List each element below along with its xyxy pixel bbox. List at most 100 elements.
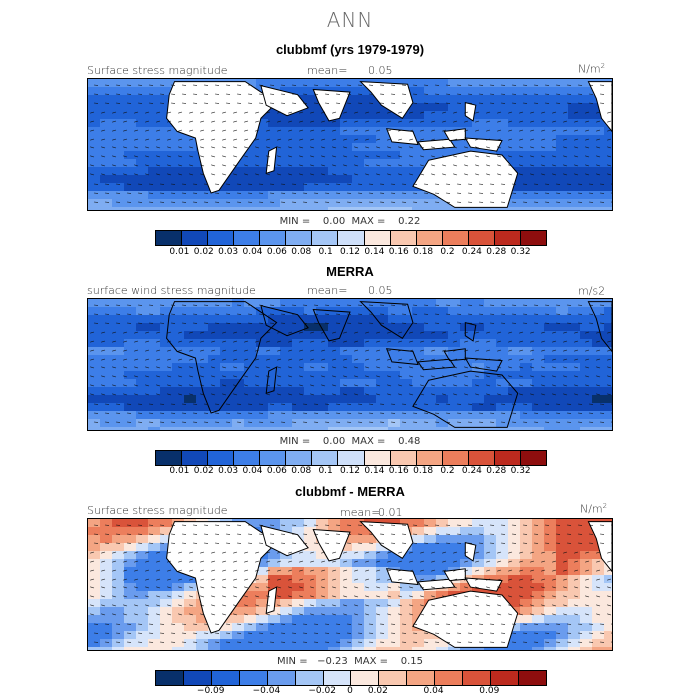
panel-2-stats: MIN = 0.00 MAX = 0.48	[279, 436, 421, 447]
panel-2-map	[87, 298, 613, 431]
colorbar-tick-label: 0.06	[266, 466, 287, 476]
colorbar-swatch	[379, 671, 408, 685]
colorbar-tick-label: 0.12	[339, 466, 361, 476]
colorbar-swatch	[390, 231, 417, 245]
colorbar-tick-label: 0.16	[388, 466, 409, 476]
colorbar-swatch	[416, 231, 443, 245]
panel-1-mean-value: 0.05	[368, 64, 393, 77]
colorbar-swatch	[312, 451, 339, 465]
panel-1-mean-label: mean=	[307, 64, 348, 77]
colorbar-swatch	[234, 231, 261, 245]
colorbar-swatch	[260, 231, 287, 245]
colorbar-tick-label: 0.01	[169, 247, 190, 257]
colorbar-swatch	[494, 231, 521, 245]
colorbar-tick-label: 0.04	[423, 686, 444, 696]
colorbar-swatch	[518, 671, 546, 685]
colorbar-swatch	[208, 231, 235, 245]
colorbar-swatch	[468, 451, 495, 465]
colorbar-swatch	[338, 231, 365, 245]
colorbar-swatch	[208, 451, 235, 465]
colorbar-tick-label: 0.32	[510, 247, 531, 257]
colorbar-tick-label: −0.09	[196, 686, 225, 696]
panel-2-units: m/s2	[578, 284, 606, 298]
colorbar-swatch	[407, 671, 436, 685]
panel-2-colorbar	[155, 450, 547, 466]
colorbar-swatch	[390, 451, 417, 465]
panel-3-map	[87, 518, 613, 651]
colorbar-swatch	[312, 231, 339, 245]
colorbar-swatch	[156, 231, 183, 245]
colorbar-tick-label: 0.14	[364, 466, 385, 476]
colorbar-swatch	[211, 671, 240, 685]
colorbar-tick-label: 0.18	[413, 247, 434, 257]
colorbar-swatch	[520, 451, 546, 465]
colorbar-tick-label: 0.2	[440, 466, 455, 476]
colorbar-tick-label: 0.1	[318, 247, 333, 257]
colorbar-tick-label: −0.04	[252, 686, 281, 696]
colorbar-swatch	[286, 451, 313, 465]
colorbar-tick-label: 0.2	[440, 247, 455, 257]
panel-2-colorbar-ticks: 0.01 0.02 0.03 0.04 0.06 0.08 0.1 0.12 0.14 0.16 0…	[155, 466, 545, 478]
panel-1-units: N/m2	[578, 62, 606, 76]
panel-3-mean-label: mean=	[340, 506, 381, 519]
colorbar-swatch	[468, 231, 495, 245]
colorbar-tick-label: 0.32	[510, 466, 531, 476]
colorbar-swatch	[182, 231, 209, 245]
colorbar-tick-label: 0	[347, 686, 353, 696]
panel-2-field-label: surface wind stress magnitude	[87, 284, 256, 297]
colorbar-swatch	[442, 231, 469, 245]
panel-1-title: clubbmf (yrs 1979-1979)	[275, 42, 425, 57]
colorbar-tick-label: 0.02	[193, 247, 214, 257]
colorbar-swatch	[239, 671, 268, 685]
panel-1-colorbar-ticks: 0.01 0.02 0.03 0.04 0.06 0.08 0.1 0.12 0.14 0.16 0…	[155, 247, 545, 259]
colorbar-swatch	[364, 451, 391, 465]
colorbar-tick-label: 0.14	[364, 247, 385, 257]
colorbar-tick-label: 0.16	[388, 247, 409, 257]
colorbar-tick-label: 0.04	[242, 466, 263, 476]
colorbar-tick-label: 0.28	[486, 247, 507, 257]
colorbar-swatch	[295, 671, 324, 685]
colorbar-swatch	[463, 671, 492, 685]
panel-2-title: MERRA	[326, 264, 374, 279]
colorbar-tick-label: 0.24	[461, 466, 482, 476]
panel-2-mean-value: 0.05	[368, 284, 393, 297]
colorbar-swatch	[435, 671, 464, 685]
colorbar-tick-label: 0.09	[479, 686, 500, 696]
panel-1-field-label: Surface stress magnitude	[87, 64, 228, 77]
colorbar-swatch	[491, 671, 519, 685]
panel-1-stats: MIN = 0.00 MAX = 0.22	[279, 216, 421, 227]
colorbar-tick-label: 0.01	[169, 466, 190, 476]
colorbar-swatch	[338, 451, 365, 465]
colorbar-swatch	[286, 231, 313, 245]
colorbar-swatch	[364, 231, 391, 245]
panel-1-map	[87, 78, 613, 211]
colorbar-tick-label: 0.02	[193, 466, 214, 476]
panel-3-field-label: Surface stress magnitude	[87, 504, 228, 517]
colorbar-swatch	[234, 451, 261, 465]
colorbar-swatch	[351, 671, 380, 685]
panel-3-colorbar-ticks: −0.09 −0.04 −0.02 0 0.02 0.04 0.09	[155, 686, 545, 698]
colorbar-swatch	[416, 451, 443, 465]
colorbar-tick-label: 0.03	[218, 466, 239, 476]
colorbar-tick-label: 0.08	[291, 247, 312, 257]
colorbar-tick-label: 0.02	[367, 686, 388, 696]
colorbar-tick-label: 0.24	[461, 247, 482, 257]
panel-3-stats: MIN = −0.23 MAX = 0.15	[276, 656, 423, 667]
colorbar-tick-label: 0.08	[291, 466, 312, 476]
colorbar-swatch	[267, 671, 296, 685]
colorbar-swatch	[156, 671, 184, 685]
panel-2-mean-label: mean=	[307, 284, 348, 297]
colorbar-swatch	[260, 451, 287, 465]
colorbar-tick-label: 0.18	[413, 466, 434, 476]
colorbar-swatch	[323, 671, 352, 685]
colorbar-swatch	[156, 451, 183, 465]
colorbar-tick-label: 0.1	[318, 466, 333, 476]
colorbar-swatch	[494, 451, 521, 465]
panel-1-colorbar	[155, 230, 547, 246]
colorbar-tick-label: 0.12	[339, 247, 361, 257]
panel-3-title: clubbmf - MERRA	[295, 484, 405, 499]
main-title: ANN	[326, 8, 374, 32]
colorbar-swatch	[520, 231, 546, 245]
colorbar-swatch	[442, 451, 469, 465]
colorbar-swatch	[183, 671, 212, 685]
